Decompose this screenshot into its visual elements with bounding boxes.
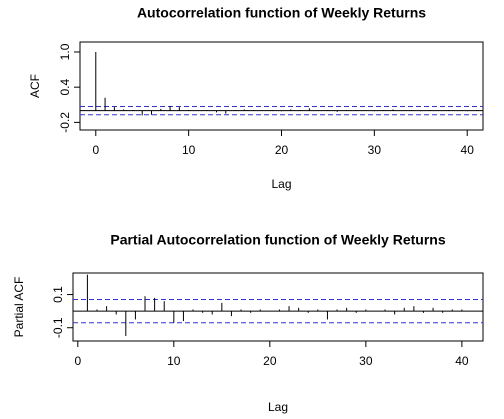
- y-tick-label: 0.4: [58, 79, 72, 96]
- x-axis-label: Lag: [268, 400, 288, 414]
- y-axis-label: Partial ACF: [12, 277, 26, 338]
- x-tick-label: 40: [455, 354, 469, 368]
- y-tick-label: 0.1: [51, 286, 65, 303]
- y-axis-label: ACF: [28, 74, 42, 98]
- y-tick-label: 1.0: [58, 43, 72, 60]
- y-tick-label: -0.2: [58, 112, 72, 133]
- chart-title: Partial Autocorrelation function of Week…: [110, 232, 445, 248]
- x-tick-label: 30: [368, 143, 382, 157]
- x-axis-label: Lag: [271, 177, 291, 191]
- plot-box: [79, 41, 484, 131]
- x-tick-label: 30: [359, 354, 373, 368]
- x-tick-label: 10: [167, 354, 181, 368]
- x-tick-label: 20: [263, 354, 277, 368]
- x-tick-label: 0: [74, 354, 81, 368]
- chart-title: Autocorrelation function of Weekly Retur…: [137, 5, 426, 21]
- x-tick-label: 40: [461, 143, 475, 157]
- x-tick-label: 0: [92, 143, 99, 157]
- plot-box: [72, 272, 484, 342]
- y-tick-label: -0.1: [51, 317, 65, 338]
- x-tick-label: 10: [182, 143, 196, 157]
- x-tick-label: 20: [275, 143, 289, 157]
